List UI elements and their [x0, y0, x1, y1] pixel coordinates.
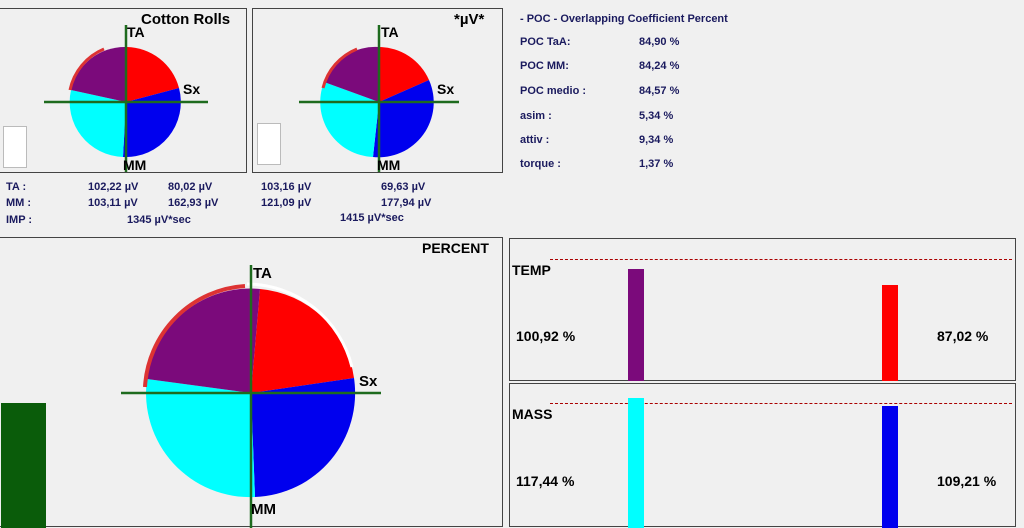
right-ta-value-b: 69,63 µV: [381, 181, 426, 193]
quadrant-sector-bottom-left: [69, 90, 126, 157]
quadrant-sector-top-right: [251, 289, 354, 393]
poc-label-attiv: attiv :: [520, 134, 550, 146]
mass-left-value: 117,44 %: [516, 473, 575, 489]
temp-left-value: 100,92 %: [516, 328, 576, 344]
sx-label: Sx: [359, 373, 378, 390]
poc-heading: - POC - Overlapping Coefficient Percent: [520, 13, 728, 25]
quadrant-sector-top-right: [126, 47, 179, 102]
imp-row-label: IMP :: [6, 214, 33, 226]
arc-highlight: [143, 284, 246, 388]
temp-label: TEMP: [512, 262, 551, 278]
white-indicator-box: [3, 126, 27, 168]
left-ta-value-a: 102,22 µV: [88, 181, 139, 193]
cotton-rolls-panel: Cotton Rolls TA Sx MM: [0, 8, 247, 173]
arc-highlight-white: [246, 282, 354, 368]
poc-value-attiv: 9,34 %: [639, 134, 674, 146]
percent-quadrant-chart: [1, 265, 381, 528]
left-mm-value-b: 162,93 µV: [168, 197, 219, 209]
poc-label-taa: POC TaA:: [520, 36, 571, 48]
poc-label-mm: POC MM:: [520, 60, 569, 72]
mass-right-bar: [882, 406, 898, 528]
mass-right-value: 109,21 %: [937, 473, 997, 489]
right-mm-value-b: 177,94 µV: [381, 197, 432, 209]
ta-label: TA: [381, 24, 399, 40]
mm-row-label: MM :: [6, 197, 32, 209]
chart-title: *µV*: [454, 11, 485, 28]
quadrant-sector-bottom-left: [146, 379, 255, 498]
percent-panel: PERCENT TA Sx MM: [0, 237, 503, 528]
poc-value-medio: 84,57 %: [639, 85, 680, 97]
temp-right-bar: [882, 285, 898, 381]
quadrant-sector-bottom-right: [251, 378, 356, 497]
mass-left-bar: [628, 398, 644, 528]
dark-green-bar: [1, 403, 46, 528]
left-imp-value: 1345 µV*sec: [127, 214, 191, 226]
mm-label: MM: [251, 501, 276, 518]
temp-panel: TEMP 100,92 % 87,02 %: [509, 238, 1016, 381]
right-ta-value-a: 103,16 µV: [261, 181, 312, 193]
poc-label-torque: torque :: [520, 158, 561, 170]
reference-line: [550, 259, 1012, 260]
quadrant-sector-top-right: [379, 47, 429, 102]
arc-highlight: [321, 47, 358, 89]
ta-label: TA: [127, 24, 145, 40]
poc-value-mm: 84,24 %: [639, 60, 680, 72]
poc-value-asim: 5,34 %: [639, 110, 674, 122]
quadrant-sector-top-left: [71, 46, 126, 102]
temp-right-value: 87,02 %: [937, 328, 989, 344]
quadrant-sector-top-left: [324, 46, 379, 102]
cotton-rolls-quadrant-chart: [44, 25, 208, 172]
poc-label-medio: POC medio :: [520, 85, 587, 97]
reference-line: [550, 403, 1012, 404]
quadrant-sector-bottom-right: [373, 80, 434, 158]
mm-label: MM: [123, 157, 147, 173]
temp-left-bar: [628, 269, 644, 381]
poc-value-torque: 1,37 %: [639, 158, 674, 170]
percent-title: PERCENT: [422, 240, 489, 256]
left-ta-value-b: 80,02 µV: [168, 181, 213, 193]
right-mm-value-a: 121,09 µV: [261, 197, 312, 209]
mm-label: MM: [377, 157, 401, 173]
microvolt-panel: *µV* TA Sx MM: [252, 8, 503, 173]
poc-value-taa: 84,90 %: [639, 36, 680, 48]
mass-label: MASS: [512, 406, 553, 422]
ta-row-label: TA :: [6, 181, 27, 193]
poc-label-asim: asim :: [520, 110, 552, 122]
left-mm-value-a: 103,11 µV: [88, 197, 138, 209]
mass-panel: MASS 117,44 % 109,21 %: [509, 383, 1016, 528]
quadrant-sector-top-left: [147, 288, 260, 393]
sx-label: Sx: [183, 81, 201, 97]
microvolt-quadrant-chart: [299, 25, 459, 172]
quadrant-sector-bottom-right: [123, 88, 181, 158]
chart-title: Cotton Rolls: [141, 11, 231, 28]
right-imp-value: 1415 µV*sec: [340, 212, 404, 224]
arc-highlight: [68, 47, 105, 91]
sx-label: Sx: [437, 81, 455, 97]
ta-label: TA: [253, 265, 272, 282]
white-indicator-box: [257, 123, 281, 165]
